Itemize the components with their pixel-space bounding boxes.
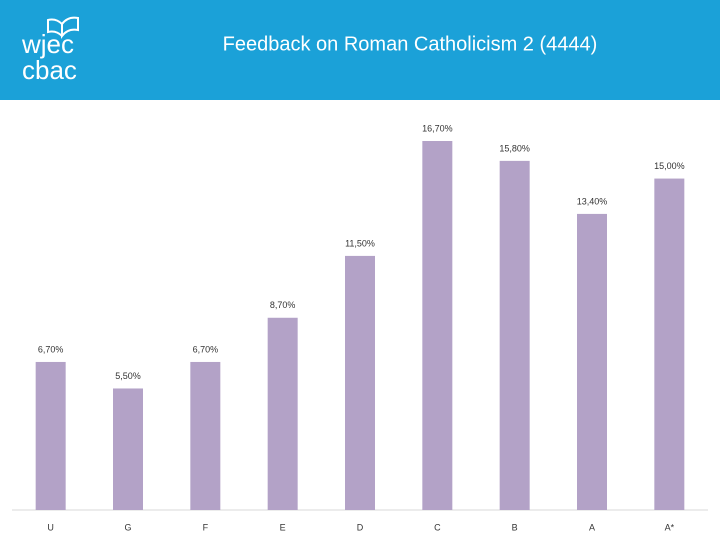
bar (654, 178, 685, 511)
logo-icon (47, 16, 79, 39)
data-label: 6,70% (193, 344, 219, 354)
x-tick-label: F (203, 522, 209, 532)
header-band (0, 0, 720, 100)
data-label: 16,70% (422, 123, 453, 133)
x-tick-label: D (357, 522, 364, 532)
data-label: 6,70% (38, 344, 64, 354)
x-tick-label: A* (665, 522, 675, 532)
data-label: 13,40% (577, 196, 608, 206)
bar (267, 317, 298, 510)
x-tick-label: C (434, 522, 441, 532)
data-label: 15,80% (499, 143, 530, 153)
logo-text: wjec (21, 29, 74, 59)
data-label: 8,70% (270, 300, 296, 310)
bar (577, 213, 607, 510)
bar (190, 361, 221, 510)
data-label: 15,00% (654, 161, 685, 171)
bar (113, 388, 143, 510)
bar (35, 361, 66, 510)
x-tick-label: B (512, 522, 518, 532)
x-tick-label: A (589, 522, 595, 532)
data-label: 11,50% (345, 238, 375, 248)
bar (422, 141, 453, 510)
logo-text: cbac (22, 55, 77, 85)
chart-title: Feedback on Roman Catholicism 2 (4444) (223, 33, 598, 55)
bar (345, 255, 375, 510)
x-tick-label: U (47, 522, 54, 532)
x-tick-label: E (280, 522, 286, 532)
data-label: 5,50% (115, 371, 141, 381)
bar (499, 160, 530, 510)
x-tick-label: G (124, 522, 131, 532)
